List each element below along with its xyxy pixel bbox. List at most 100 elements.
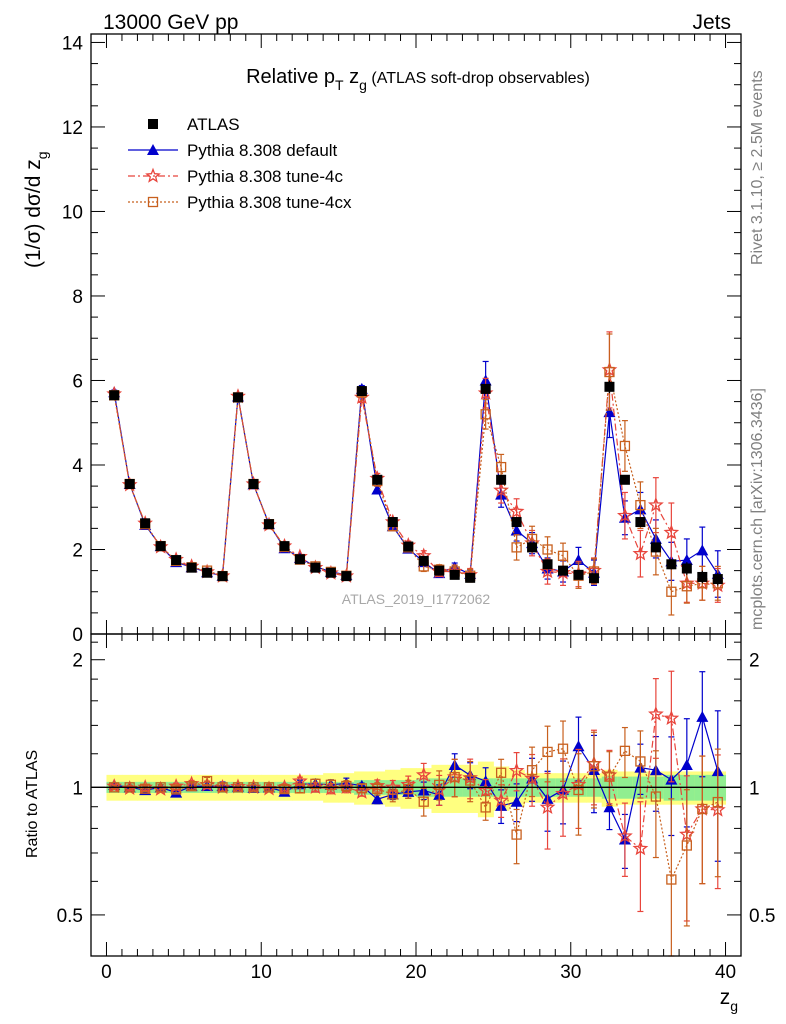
data-marker [663,524,680,540]
series-pythia-8-308-tune-4c [106,331,726,603]
data-marker [341,571,352,582]
data-marker [341,780,352,792]
data-marker [403,783,414,795]
data-marker [147,144,159,155]
data-marker [508,762,525,778]
data-marker [310,562,321,573]
y-tick-label: 0 [72,625,83,646]
data-marker [480,802,491,813]
data-marker [279,541,290,552]
ratio-y-tick-label: 0.5 [57,906,83,927]
data-marker [511,542,522,553]
ratio-series-pythia-8-308-tune-4cx [109,720,723,957]
data-marker [449,771,460,783]
data-marker [477,782,494,798]
data-marker [619,745,631,756]
data-marker [465,572,476,583]
legend-label: Pythia 8.308 tune-4c [187,167,343,186]
data-marker [510,795,523,807]
data-marker [171,555,182,566]
data-marker [712,796,723,808]
data-marker [186,781,197,792]
data-marker [511,517,522,528]
data-marker [415,766,432,782]
data-marker [263,519,274,530]
data-marker [680,554,693,566]
series-pythia-8-308-tune-4cx [109,333,723,616]
data-marker [140,783,151,794]
legend-entry: ATLAS [148,115,240,134]
data-marker [681,581,692,592]
data-marker [604,381,615,392]
data-marker [434,565,445,576]
data-marker [186,562,197,573]
data-marker [542,544,553,555]
data-marker [356,783,367,794]
data-marker [635,499,646,511]
data-marker [372,783,383,794]
data-marker [712,574,723,585]
data-marker [663,710,680,726]
ratio-panel-series [91,670,741,957]
data-marker [647,496,664,512]
data-marker [495,461,507,473]
x-tick-label: 0 [101,962,112,983]
data-marker [496,474,507,485]
data-marker [202,567,213,578]
x-axis-label: zg [720,986,738,1014]
data-marker [109,390,120,401]
data-marker [495,767,507,778]
data-marker [310,778,321,789]
ratio-y-tick-label-right: 1 [749,778,760,799]
data-marker [480,409,491,420]
y-tick-label: 2 [72,540,83,561]
ratio-uncertainty-band [106,761,727,818]
ratio-line [114,748,719,882]
series-line [113,380,719,577]
mcplots-reference-label: mcplots.cern.ch [arXiv:1306.3436] [749,388,766,630]
data-marker [666,874,677,885]
data-marker [666,559,677,570]
legend-entry: Pythia 8.308 tune-4c [128,167,343,186]
x-tick-label: 30 [560,962,581,983]
data-marker [508,503,525,519]
data-marker [558,565,569,576]
data-marker [619,474,630,485]
data-marker [696,710,709,722]
data-marker [511,829,522,840]
data-marker [294,554,305,565]
data-marker [170,784,182,795]
data-marker [434,779,445,791]
y-tick-label: 6 [72,371,83,392]
data-marker [148,119,158,129]
data-marker [526,765,538,776]
header-energy-label: 13000 GeV pp [103,11,238,34]
data-marker [539,563,556,579]
data-marker [371,793,384,805]
ratio-line [114,713,718,850]
data-marker [403,541,414,552]
data-marker [356,386,367,397]
ratio-y-tick-label: 2 [72,651,83,672]
data-marker [294,783,306,794]
x-tick-label: 10 [251,962,272,983]
data-marker [604,366,615,378]
data-marker [573,569,584,580]
legend-label: ATLAS [187,115,240,134]
data-marker [603,801,616,813]
data-marker [635,517,646,528]
series-line [113,371,718,593]
data-marker [418,796,429,807]
data-marker [555,785,571,801]
y-tick-label: 8 [72,287,83,308]
data-marker [573,784,584,796]
data-marker [697,571,708,582]
data-marker [616,507,633,523]
data-marker [588,761,600,772]
data-marker [619,440,631,452]
data-marker [650,791,662,802]
series-pythia-8-308-default [108,360,724,598]
data-marker [604,771,615,782]
data-marker [632,545,649,561]
